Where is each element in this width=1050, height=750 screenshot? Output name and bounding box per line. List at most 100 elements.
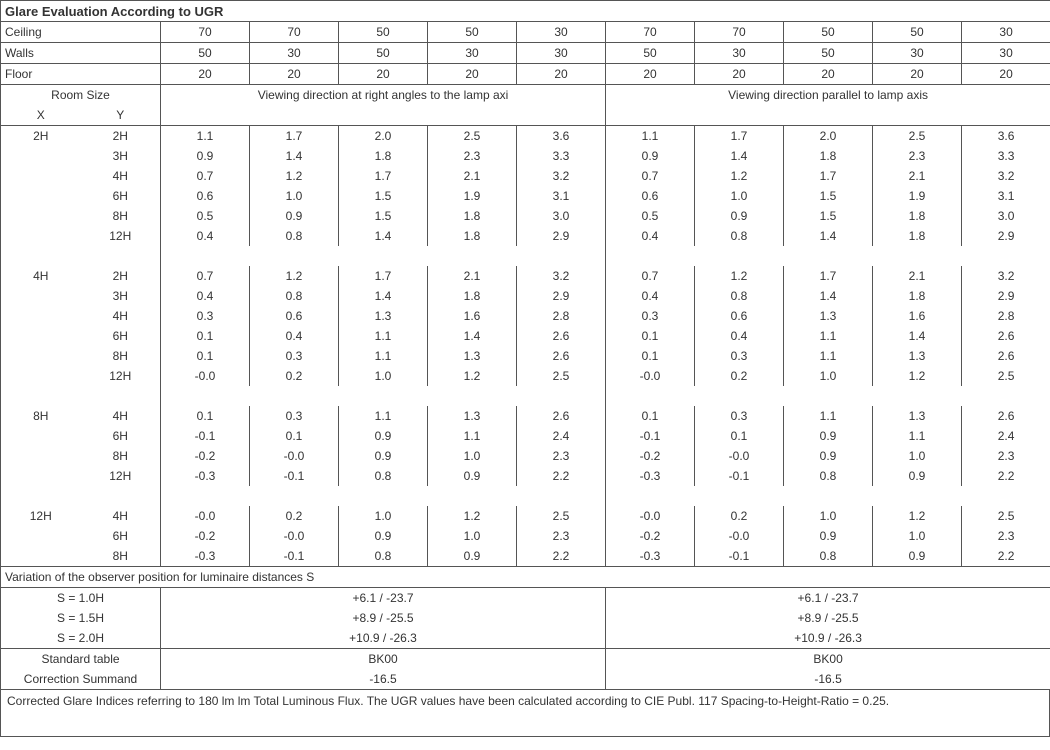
variation-left-2: +10.9 / -26.3 (161, 628, 606, 649)
variation-label-0: S = 1.0H (1, 588, 161, 609)
val-7-8: 2.1 (873, 266, 962, 286)
val-16-8: 1.0 (873, 446, 962, 466)
val-11-4: 2.6 (517, 346, 606, 366)
floor-row-col-5: 20 (606, 64, 695, 85)
val-19-1: 0.2 (250, 506, 339, 526)
val-5-5: 0.4 (606, 226, 695, 246)
val-19-6: 0.2 (695, 506, 784, 526)
val-10-0: 0.1 (161, 326, 250, 346)
row-y-19: 4H (81, 506, 161, 526)
val-12-8: 1.2 (873, 366, 962, 386)
val-14-4: 2.6 (517, 406, 606, 426)
val-10-6: 0.4 (695, 326, 784, 346)
val-20-7: 0.9 (784, 526, 873, 546)
val-8-4: 2.9 (517, 286, 606, 306)
floor-row-col-3: 20 (428, 64, 517, 85)
row-x-19: 12H (1, 506, 81, 526)
val-9-0: 0.3 (161, 306, 250, 326)
val-1-4: 3.3 (517, 146, 606, 166)
val-21-9: 2.2 (962, 546, 1050, 567)
val-20-6: -0.0 (695, 526, 784, 546)
standard-label: Standard table (1, 649, 161, 670)
floor-row-col-0: 20 (161, 64, 250, 85)
val-21-0: -0.3 (161, 546, 250, 567)
val-19-0: -0.0 (161, 506, 250, 526)
val-0-8: 2.5 (873, 126, 962, 147)
walls-row-col-8: 30 (873, 43, 962, 64)
val-4-1: 0.9 (250, 206, 339, 226)
val-11-9: 2.6 (962, 346, 1050, 366)
val-9-9: 2.8 (962, 306, 1050, 326)
val-0-5: 1.1 (606, 126, 695, 147)
variation-right-1: +8.9 / -25.5 (606, 608, 1050, 628)
val-5-1: 0.8 (250, 226, 339, 246)
val-1-8: 2.3 (873, 146, 962, 166)
val-17-5: -0.3 (606, 466, 695, 486)
val-8-3: 1.8 (428, 286, 517, 306)
row-y-16: 8H (81, 446, 161, 466)
row-y-0: 2H (81, 126, 161, 147)
val-11-5: 0.1 (606, 346, 695, 366)
val-10-3: 1.4 (428, 326, 517, 346)
val-4-8: 1.8 (873, 206, 962, 226)
val-9-6: 0.6 (695, 306, 784, 326)
walls-row-col-1: 30 (250, 43, 339, 64)
val-14-2: 1.1 (339, 406, 428, 426)
blank-x (1, 386, 81, 406)
val-2-2: 1.7 (339, 166, 428, 186)
val-19-3: 1.2 (428, 506, 517, 526)
row-x-14: 8H (1, 406, 81, 426)
val-9-1: 0.6 (250, 306, 339, 326)
val-12-2: 1.0 (339, 366, 428, 386)
val-5-3: 1.8 (428, 226, 517, 246)
val-14-6: 0.3 (695, 406, 784, 426)
ceiling-row: Ceiling (1, 22, 161, 43)
val-0-9: 3.6 (962, 126, 1050, 147)
standard-right: BK00 (606, 649, 1050, 670)
val-20-0: -0.2 (161, 526, 250, 546)
val-21-3: 0.9 (428, 546, 517, 567)
val-8-8: 1.8 (873, 286, 962, 306)
val-5-0: 0.4 (161, 226, 250, 246)
val-12-7: 1.0 (784, 366, 873, 386)
val-3-3: 1.9 (428, 186, 517, 206)
room-size-header: Room Size (1, 85, 161, 106)
val-2-1: 1.2 (250, 166, 339, 186)
val-4-5: 0.5 (606, 206, 695, 226)
row-x-1 (1, 146, 81, 166)
row-x-2 (1, 166, 81, 186)
val-1-5: 0.9 (606, 146, 695, 166)
val-16-6: -0.0 (695, 446, 784, 466)
row-y-15: 6H (81, 426, 161, 446)
val-12-4: 2.5 (517, 366, 606, 386)
row-x-9 (1, 306, 81, 326)
val-7-4: 3.2 (517, 266, 606, 286)
variation-label-2: S = 2.0H (1, 628, 161, 649)
val-15-7: 0.9 (784, 426, 873, 446)
floor-row-col-9: 20 (962, 64, 1050, 85)
correction-label: Correction Summand (1, 669, 161, 690)
val-11-2: 1.1 (339, 346, 428, 366)
val-11-1: 0.3 (250, 346, 339, 366)
val-4-6: 0.9 (695, 206, 784, 226)
walls-row: Walls (1, 43, 161, 64)
val-8-9: 2.9 (962, 286, 1050, 306)
val-4-0: 0.5 (161, 206, 250, 226)
val-16-0: -0.2 (161, 446, 250, 466)
val-15-1: 0.1 (250, 426, 339, 446)
val-5-7: 1.4 (784, 226, 873, 246)
row-y-21: 8H (81, 546, 161, 567)
blank-x (1, 486, 81, 506)
val-10-9: 2.6 (962, 326, 1050, 346)
val-5-8: 1.8 (873, 226, 962, 246)
val-8-1: 0.8 (250, 286, 339, 306)
ugr-table: Glare Evaluation According to UGRCeiling… (0, 0, 1050, 690)
footnote: Corrected Glare Indices referring to 180… (0, 690, 1050, 737)
ceiling-row-col-4: 30 (517, 22, 606, 43)
row-x-20 (1, 526, 81, 546)
val-11-7: 1.1 (784, 346, 873, 366)
room-size-x: X (1, 105, 81, 126)
val-12-9: 2.5 (962, 366, 1050, 386)
ceiling-row-col-3: 50 (428, 22, 517, 43)
val-15-4: 2.4 (517, 426, 606, 446)
